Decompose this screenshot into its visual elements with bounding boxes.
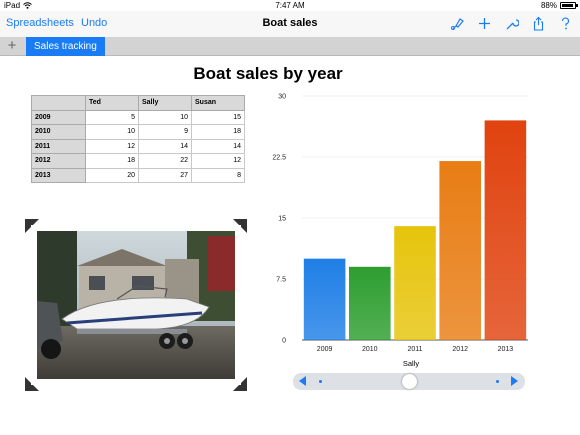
x-tick-label: 2011 <box>407 346 422 353</box>
slider-previous-icon[interactable] <box>299 376 306 386</box>
resize-handle-top-left-icon[interactable] <box>25 219 39 233</box>
table-header-row: Ted Sally Susan <box>31 95 245 111</box>
resize-handle-top-right-icon[interactable] <box>233 219 247 233</box>
y-tick-label: 15 <box>278 216 286 223</box>
chart-series-slider[interactable] <box>293 373 525 390</box>
table-cell[interactable]: 18 <box>85 153 139 169</box>
table-cell[interactable]: 12 <box>85 138 139 154</box>
y-tick-label: 30 <box>278 94 286 101</box>
table-cell[interactable]: 18 <box>191 124 245 140</box>
slider-knob[interactable] <box>402 374 417 389</box>
device-label: iPad <box>4 1 21 10</box>
plus-icon[interactable] <box>476 15 493 32</box>
table-cell[interactable]: 8 <box>191 167 245 183</box>
x-tick-label: 2013 <box>498 346 514 353</box>
table-row: 2013 20 27 8 <box>31 167 245 183</box>
bar-2011[interactable] <box>394 226 436 340</box>
table-cell[interactable]: 22 <box>138 153 192 169</box>
document-title: Boat sales <box>262 17 318 29</box>
row-header[interactable]: 2013 <box>31 167 86 183</box>
status-time: 7:47 AM <box>275 1 305 10</box>
x-axis-label: Sally <box>403 359 420 368</box>
bar-2009[interactable] <box>303 258 346 340</box>
table-row: 2012 18 22 12 <box>31 153 245 169</box>
paintbrush-icon[interactable] <box>449 15 466 32</box>
x-tick-label: 2009 <box>317 346 333 353</box>
slider-dot-icon <box>319 380 322 383</box>
bar-2013[interactable] <box>484 120 527 341</box>
resize-handle-bottom-right-icon[interactable] <box>233 377 247 391</box>
column-header-susan[interactable]: Susan <box>191 95 245 111</box>
table-row: 2010 10 9 18 <box>31 124 245 140</box>
boat-photo[interactable] <box>37 231 235 379</box>
y-tick-label: 7.5 <box>276 277 286 284</box>
table-row: 2009 5 10 15 <box>31 109 245 125</box>
share-icon[interactable] <box>530 15 547 32</box>
table-row: 2011 12 14 14 <box>31 138 245 154</box>
table-cell[interactable]: 10 <box>85 124 139 140</box>
slider-next-icon[interactable] <box>511 376 518 386</box>
row-header[interactable]: 2012 <box>31 153 86 169</box>
wrench-icon[interactable] <box>503 15 520 32</box>
tab-sales-tracking[interactable]: Sales tracking <box>26 37 105 56</box>
table-cell[interactable]: 14 <box>138 138 192 154</box>
x-tick-label: 2012 <box>452 346 468 353</box>
sheet-tab-bar: + Sales tracking <box>0 37 580 56</box>
battery-percent: 88% <box>540 1 557 10</box>
boat-photo-frame[interactable] <box>25 219 247 391</box>
y-tick-label: 22.5 <box>272 155 286 162</box>
spreadsheets-button[interactable]: Spreadsheets <box>6 17 74 29</box>
resize-handle-bottom-left-icon[interactable] <box>25 377 39 391</box>
table-cell[interactable]: 5 <box>85 109 139 125</box>
toolbar: Spreadsheets Undo Boat sales <box>0 11 580 37</box>
x-tick-label: 2010 <box>362 346 378 353</box>
table-cell[interactable]: 14 <box>191 138 245 154</box>
bar-2012[interactable] <box>439 161 481 340</box>
table-corner-cell[interactable] <box>31 95 86 111</box>
row-header[interactable]: 2010 <box>31 124 86 140</box>
slider-dot-icon <box>496 380 499 383</box>
column-header-sally[interactable]: Sally <box>138 95 192 111</box>
row-header[interactable]: 2011 <box>31 138 86 154</box>
add-sheet-button[interactable]: + <box>7 37 17 54</box>
y-tick-label: 0 <box>282 338 286 345</box>
row-header[interactable]: 2009 <box>31 109 86 125</box>
table-cell[interactable]: 12 <box>191 153 245 169</box>
column-header-ted[interactable]: Ted <box>85 95 139 111</box>
help-icon[interactable] <box>557 15 574 32</box>
sheet-title[interactable]: Boat sales by year <box>193 64 343 83</box>
sales-table[interactable]: Ted Sally Susan 2009 5 10 15 2010 10 9 1… <box>31 95 245 183</box>
table-cell[interactable]: 15 <box>191 109 245 125</box>
bar-chart[interactable]: 0 7.5 15 22.5 30 2009 2010 2011 2012 2013 Sally <box>266 86 536 371</box>
table-cell[interactable]: 20 <box>85 167 139 183</box>
table-cell[interactable]: 27 <box>138 167 192 183</box>
wifi-icon <box>23 2 32 9</box>
undo-button[interactable]: Undo <box>81 17 108 29</box>
battery-icon <box>560 2 578 9</box>
status-bar: iPad 7:47 AM 88% <box>0 0 580 11</box>
bar-2010[interactable] <box>349 266 391 340</box>
table-cell[interactable]: 9 <box>138 124 192 140</box>
table-cell[interactable]: 10 <box>138 109 192 125</box>
